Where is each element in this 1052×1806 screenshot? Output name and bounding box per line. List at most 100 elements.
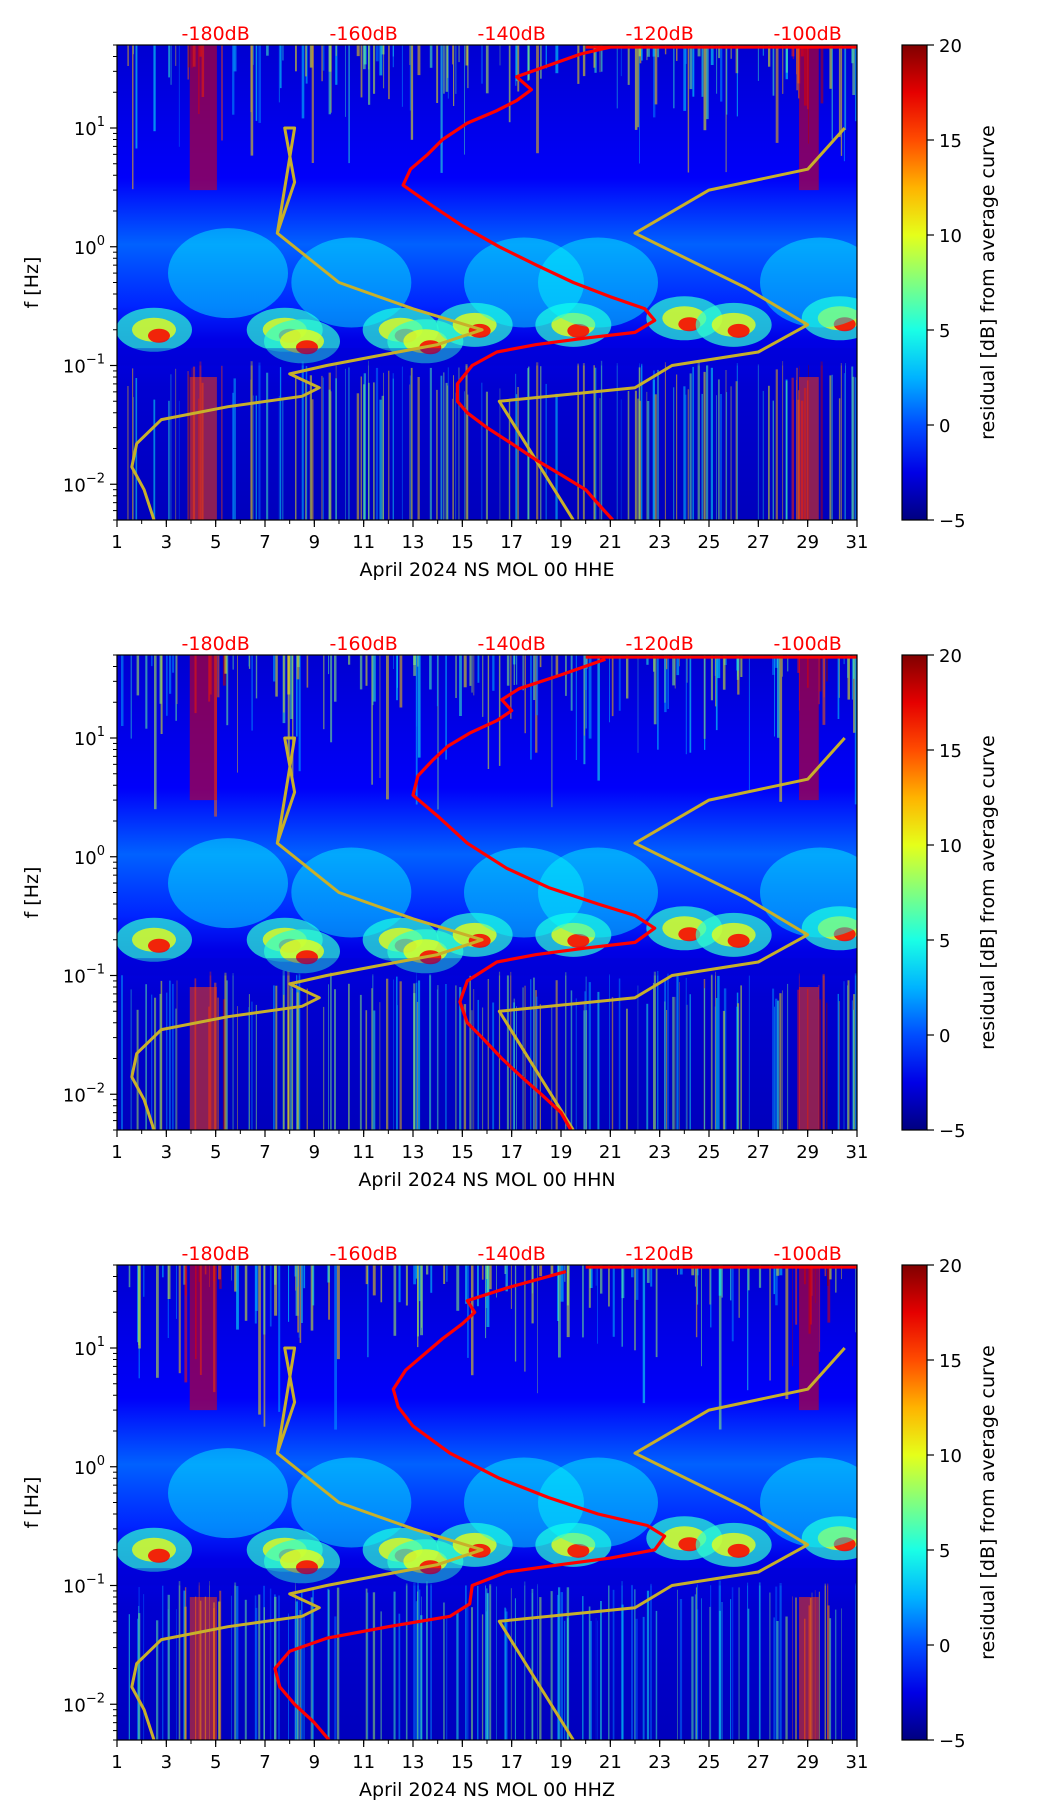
db-scale-label: -120dB [626, 1243, 694, 1265]
colorbar-label: residual [dB] from average curve [977, 1345, 999, 1660]
x-tick-label: 11 [352, 1752, 375, 1773]
spectrogram-panel: 1 3 5 7 9 11 13 15 17 19 21 23 25 27 29 3110110010−110−… [21, 23, 999, 581]
spectrogram-heatmap [117, 45, 857, 520]
x-tick-label: 31 [846, 1752, 869, 1773]
db-scale-label: -180dB [182, 1243, 250, 1265]
spectrogram-heatmap [117, 655, 857, 1130]
average-psd-curve [401, 45, 657, 520]
x-tick-label: 15 [451, 1752, 474, 1773]
x-tick-label: 5 [210, 532, 221, 553]
colorbar-tick-label: −5 [939, 1121, 966, 1142]
x-tick-label: 5 [210, 1752, 221, 1773]
y-tick-label: 100 [74, 1454, 105, 1479]
y-tick-label: 10−1 [63, 353, 105, 378]
y-tick-label: 10−2 [63, 471, 105, 496]
colorbar-tick-label: 15 [939, 741, 962, 762]
x-tick-label: 25 [698, 532, 721, 553]
x-tick-label: 29 [796, 1752, 819, 1773]
x-tick-label: 29 [796, 1142, 819, 1163]
x-tick-label: 15 [451, 1142, 474, 1163]
db-scale-label: -140dB [478, 1243, 546, 1265]
colorbar [901, 1264, 928, 1741]
x-tick-label: 3 [161, 532, 172, 553]
colorbar-label: residual [dB] from average curve [977, 735, 999, 1050]
x-tick-label: 27 [747, 1142, 770, 1163]
colorbar-tick-label: 20 [939, 646, 962, 667]
x-tick-label: 7 [259, 1752, 270, 1773]
x-axis-label: April 2024 NS MOL 00 HHZ [359, 1779, 615, 1801]
x-tick-label: 1 [111, 1752, 122, 1773]
y-tick-label: 100 [74, 844, 105, 869]
y-tick-label: 10−1 [63, 1573, 105, 1598]
x-tick-label: 3 [161, 1752, 172, 1773]
x-tick-label: 9 [309, 532, 320, 553]
y-axis-label: f [Hz] [21, 257, 43, 309]
colorbar-tick-label: 5 [939, 1541, 950, 1562]
model-curve-low-noise [130, 126, 484, 520]
x-tick-label: 25 [698, 1752, 721, 1773]
y-tick-label: 101 [74, 725, 105, 750]
x-tick-label: 27 [747, 532, 770, 553]
colorbar-tick-label: 15 [939, 131, 962, 152]
x-tick-label: 23 [648, 532, 671, 553]
x-tick-label: 7 [259, 532, 270, 553]
model-curve-low-noise [130, 736, 484, 1130]
x-tick-label: 19 [550, 1752, 573, 1773]
y-tick-label: 100 [74, 234, 105, 259]
y-tick-label: 10−1 [63, 963, 105, 988]
colorbar-tick-label: −5 [939, 511, 966, 532]
y-tick-label: 101 [74, 1335, 105, 1360]
y-axis-label: f [Hz] [21, 1477, 43, 1529]
x-tick-label: 19 [550, 1142, 573, 1163]
db-scale-label: -160dB [330, 23, 398, 45]
x-tick-label: 17 [500, 1752, 523, 1773]
colorbar-tick-label: −5 [939, 1731, 966, 1752]
db-scale-label: -100dB [774, 633, 842, 655]
x-tick-label: 25 [698, 1142, 721, 1163]
colorbar-tick-label: 0 [939, 1026, 950, 1047]
colorbar [901, 654, 928, 1131]
x-tick-label: 13 [402, 532, 425, 553]
x-tick-label: 9 [309, 1752, 320, 1773]
db-scale-label: -100dB [774, 1243, 842, 1265]
x-tick-label: 11 [352, 1142, 375, 1163]
spectrogram-panel: 1 3 5 7 9 11 13 15 17 19 21 23 25 27 29 3110110010−110−… [21, 1243, 999, 1801]
x-tick-label: 1 [111, 1142, 122, 1163]
x-tick-label: 7 [259, 1142, 270, 1163]
model-curve-high-noise [497, 736, 846, 1130]
colorbar-tick-label: 5 [939, 321, 950, 342]
x-tick-label: 1 [111, 532, 122, 553]
x-tick-label: 17 [500, 532, 523, 553]
x-tick-label: 19 [550, 532, 573, 553]
x-tick-label: 13 [402, 1752, 425, 1773]
x-tick-label: 11 [352, 532, 375, 553]
x-tick-label: 31 [846, 532, 869, 553]
x-tick-label: 21 [599, 1752, 622, 1773]
x-tick-label: 31 [846, 1142, 869, 1163]
db-scale-label: -160dB [330, 633, 398, 655]
db-scale-label: -180dB [182, 633, 250, 655]
colorbar-label: residual [dB] from average curve [977, 125, 999, 440]
x-tick-label: 23 [648, 1752, 671, 1773]
x-tick-label: 21 [599, 1142, 622, 1163]
x-tick-label: 5 [210, 1142, 221, 1163]
x-tick-label: 23 [648, 1142, 671, 1163]
db-scale-label: -140dB [478, 23, 546, 45]
average-psd-curve [411, 657, 657, 1130]
colorbar-tick-label: 0 [939, 1636, 950, 1657]
x-tick-label: 15 [451, 532, 474, 553]
x-tick-label: 3 [161, 1142, 172, 1163]
db-scale-label: -140dB [478, 633, 546, 655]
colorbar-tick-label: 20 [939, 1256, 962, 1277]
x-tick-label: 27 [747, 1752, 770, 1773]
colorbar-tick-label: 10 [939, 836, 962, 857]
db-scale-label: -100dB [774, 23, 842, 45]
colorbar-tick-label: 10 [939, 226, 962, 247]
spectrogram-heatmap [117, 1265, 857, 1740]
db-scale-label: -120dB [626, 23, 694, 45]
db-scale-label: -180dB [182, 23, 250, 45]
x-tick-label: 29 [796, 532, 819, 553]
spectrogram-panel: 1 3 5 7 9 11 13 15 17 19 21 23 25 27 29 3110110010−110−… [21, 633, 999, 1191]
y-axis-label: f [Hz] [21, 867, 43, 919]
